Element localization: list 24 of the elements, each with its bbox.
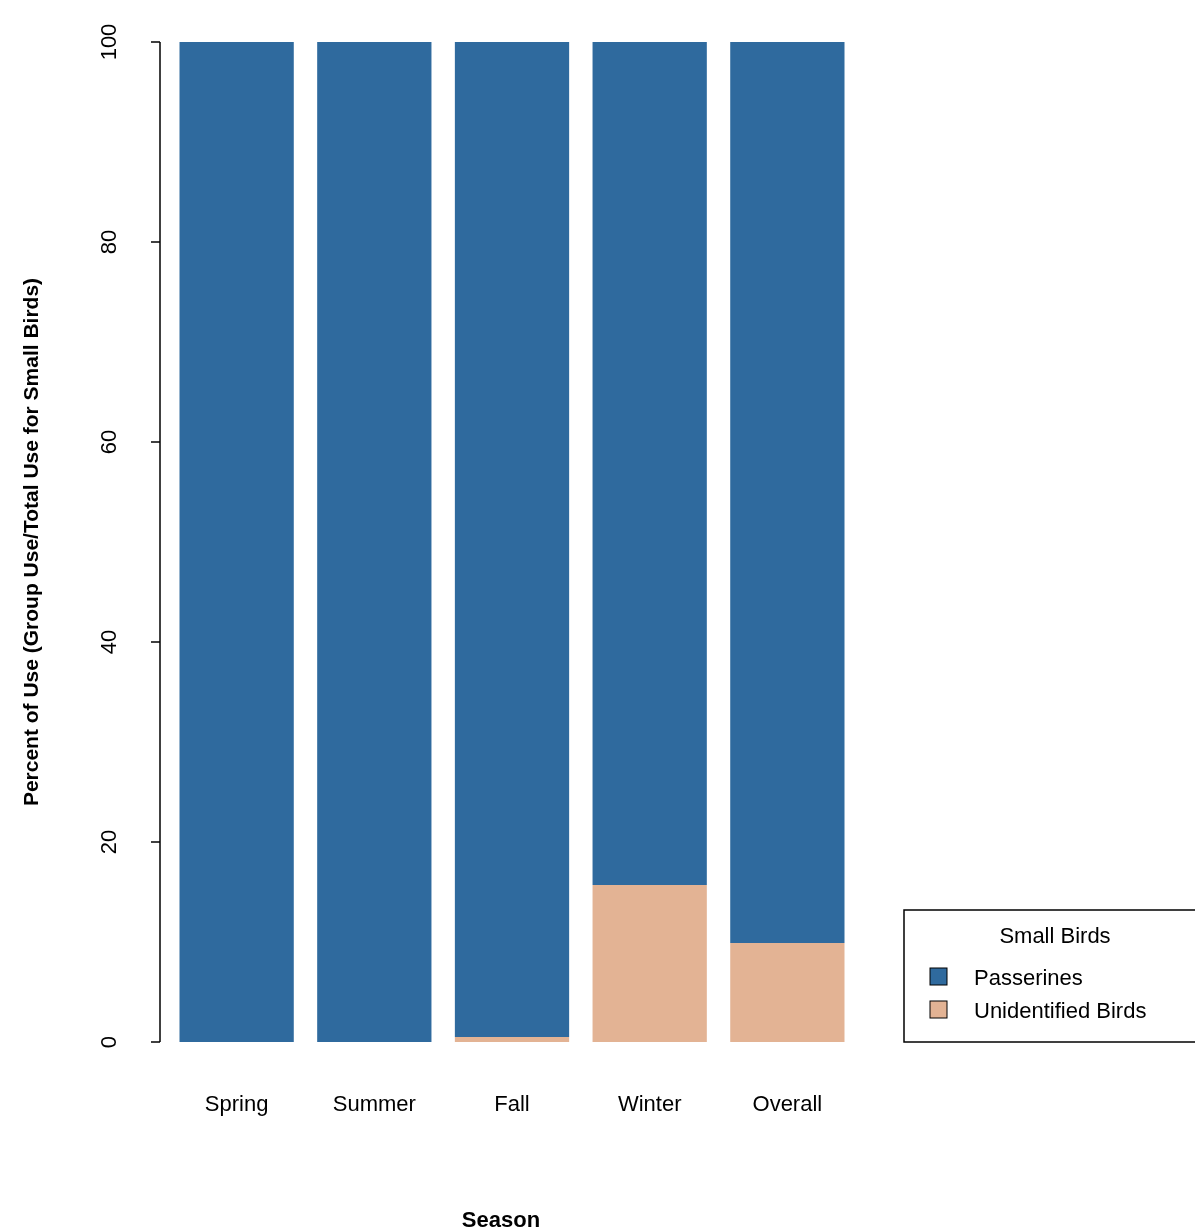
y-axis-title: Percent of Use (Group Use/Total Use for Small Birds) <box>19 277 42 807</box>
y-tick-label: 80 <box>96 229 121 255</box>
bar <box>454 1037 570 1042</box>
x-tick-label: Spring <box>204 1091 269 1116</box>
bar <box>179 42 294 1042</box>
x-tick-label: Winter <box>617 1091 682 1116</box>
bar <box>730 42 845 943</box>
bar <box>730 943 845 1042</box>
y-tick-label: 100 <box>96 23 121 61</box>
bar <box>454 42 570 1037</box>
legend-title: Small Birds <box>999 923 1111 948</box>
x-tick-label: Summer <box>332 1091 416 1116</box>
legend-label: Unidentified Birds <box>974 998 1147 1023</box>
x-tick-label: Fall <box>494 1091 530 1116</box>
bar <box>592 42 707 885</box>
y-tick-label: 40 <box>96 629 121 655</box>
bar <box>317 42 432 1042</box>
y-tick-label: 0 <box>96 1035 121 1049</box>
text: Passerines <box>974 965 1083 990</box>
y-tick-label: 60 <box>96 429 121 455</box>
y-tick-label: 20 <box>96 829 121 855</box>
x-axis-title: Season <box>461 1207 541 1228</box>
bar <box>592 885 707 1042</box>
x-tick-label: Overall <box>752 1091 823 1116</box>
